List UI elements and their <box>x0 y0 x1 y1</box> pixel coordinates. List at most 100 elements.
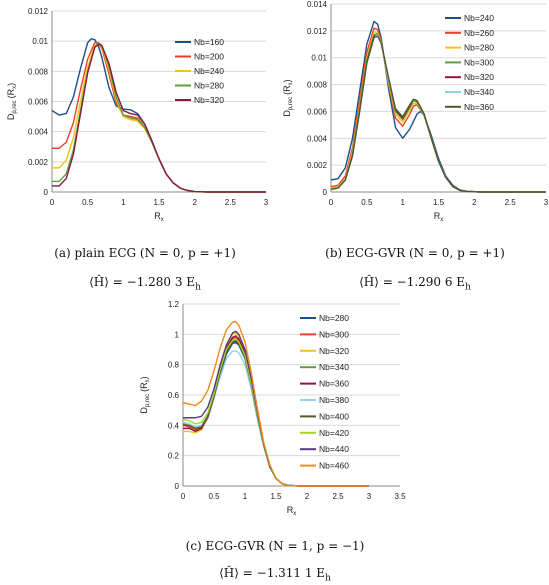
series-line-a-nb-200 <box>52 41 266 193</box>
legend-label-c: Nb=280 <box>319 313 349 323</box>
legend-label-c: Nb=320 <box>319 346 349 356</box>
x-tick-label-c: 1 <box>243 492 248 501</box>
legend-label-a: Nb=240 <box>194 66 224 76</box>
energy-c-text: ⟨Ĥ⟩ = −1.311 1 E <box>219 566 326 580</box>
x-tick-label-a: 0 <box>50 198 55 207</box>
caption-c: (c) ECG-GVR (N = 1, p = −1) <box>185 539 365 553</box>
legend-label-b: Nb=260 <box>464 28 494 38</box>
x-tick-label-b: 2.5 <box>505 198 517 207</box>
x-axis-label-c: Rx <box>287 505 297 517</box>
legend-label-c: Nb=440 <box>319 444 349 454</box>
x-tick-label-c: 2 <box>305 492 310 501</box>
y-tick-label-a: 0.012 <box>28 7 49 16</box>
series-line-b-nb-340 <box>330 34 546 193</box>
legend-label-c: Nb=340 <box>319 362 349 372</box>
energy-a-text: ⟨Ĥ⟩ = −1.280 3 E <box>89 275 196 289</box>
y-tick-label-a: 0.008 <box>28 67 49 76</box>
y-axis-label-b: Dp,rec(Rx) <box>282 79 294 116</box>
y-tick-label-a: 0.01 <box>32 37 48 46</box>
legend-label-a: Nb=280 <box>194 81 224 91</box>
y-tick-label-b: 0.008 <box>307 81 328 90</box>
legend-label-c: Nb=460 <box>319 461 349 471</box>
x-tick-label-b: 3 <box>544 198 549 207</box>
y-tick-label-b: 0.006 <box>307 107 328 116</box>
energy-a-sub: h <box>195 282 201 293</box>
legend-label-c: Nb=360 <box>319 379 349 389</box>
y-tick-label-a: 0.004 <box>28 128 49 137</box>
y-tick-label-b: 0.012 <box>307 27 328 36</box>
series-line-b-nb-240 <box>330 20 546 193</box>
x-tick-label-b: 0.5 <box>361 198 373 207</box>
y-tick-label-c: 0.4 <box>168 421 180 430</box>
legend-label-a: Nb=160 <box>194 37 224 47</box>
y-tick-label-c: 0.8 <box>168 361 180 370</box>
legend-label-c: Nb=420 <box>319 428 349 438</box>
x-axis-label-a: Rx <box>154 211 164 223</box>
y-tick-label-a: 0.002 <box>28 158 49 167</box>
series-line-b-nb-260 <box>330 27 546 193</box>
x-tick-label-a: 0.5 <box>82 198 94 207</box>
series-line-b-nb-280 <box>330 31 546 193</box>
y-tick-label-c: 1.2 <box>168 300 180 309</box>
legend-label-a: Nb=200 <box>194 52 224 62</box>
y-axis-label-a: Dp,rec(Rx) <box>6 83 18 120</box>
y-tick-label-b: 0.004 <box>307 134 328 143</box>
series-line-a-nb-240 <box>52 41 266 193</box>
x-tick-label-c: 0.5 <box>208 492 220 501</box>
x-tick-label-b: 2 <box>472 198 477 207</box>
x-tick-label-a: 1.5 <box>153 198 165 207</box>
y-tick-label-c: 0 <box>175 482 180 491</box>
y-tick-label-c: 1 <box>175 330 180 339</box>
legend-label-b: Nb=360 <box>464 102 494 112</box>
chart-a: 0 0.002 0.004 0.006 0.008 0.01 0.012 0 0.5 1 1.5 2 2… <box>6 7 269 223</box>
y-tick-label-a: 0 <box>44 188 49 197</box>
legend-label-a: Nb=320 <box>194 95 224 105</box>
x-tick-label-b: 1.5 <box>433 198 445 207</box>
x-tick-label-c: 0 <box>181 492 186 501</box>
legend-label-b: Nb=340 <box>464 87 494 97</box>
legend-label-c: Nb=400 <box>319 411 349 421</box>
x-tick-label-b: 0 <box>329 198 334 207</box>
x-tick-label-a: 2 <box>192 198 197 207</box>
series-line-c-nb-460 <box>182 320 369 487</box>
x-tick-label-a: 3 <box>264 198 269 207</box>
series-line-a-nb-280 <box>52 41 266 193</box>
y-tick-label-b: 0 <box>323 188 328 197</box>
y-axis-label-c: Dp,rec(Rx) <box>139 376 151 413</box>
y-tick-label-c: 0.6 <box>168 391 180 400</box>
x-tick-label-c: 1.5 <box>270 492 282 501</box>
caption-b: (b) ECG-GVR (N = 0, p = +1) <box>325 246 505 260</box>
legend-label-b: Nb=240 <box>464 13 494 23</box>
legend-label-b: Nb=320 <box>464 72 494 82</box>
energy-b-text: ⟨Ĥ⟩ = −1.290 6 E <box>359 275 466 289</box>
x-tick-label-c: 2.5 <box>332 492 344 501</box>
x-tick-label-a: 2.5 <box>225 198 237 207</box>
series-line-a-nb-160 <box>51 38 266 193</box>
x-tick-label-c: 3.5 <box>394 492 406 501</box>
legend-label-c: Nb=300 <box>319 329 349 339</box>
series-line-b-nb-360 <box>330 35 546 193</box>
y-tick-label-b: 0.01 <box>311 54 327 63</box>
energy-b-sub: h <box>465 282 471 293</box>
energy-c: ⟨Ĥ⟩ = −1.311 1 Eh <box>165 566 385 583</box>
caption-a: (a) plain ECG (N = 0, p = +1) <box>54 246 236 260</box>
legend-label-b: Nb=280 <box>464 43 494 53</box>
energy-c-sub: h <box>325 573 331 584</box>
y-tick-label-c: 0.2 <box>168 452 180 461</box>
chart-c: 0 0.2 0.4 0.6 0.8 1 1.2 0 0.5 1 1.5 2 2.5 3 3.5 Rx Dp,re… <box>139 300 406 517</box>
series-line-a-nb-320 <box>52 43 266 193</box>
chart-b: 0 0.002 0.004 0.006 0.008 0.01 0.012 0.014 0 0.5 1… <box>282 0 549 223</box>
y-tick-label-b: 0.014 <box>307 0 328 9</box>
y-tick-label-a: 0.006 <box>28 98 49 107</box>
x-tick-label-b: 1 <box>400 198 405 207</box>
x-tick-label-c: 3 <box>367 492 372 501</box>
energy-a: ⟨Ĥ⟩ = −1.280 3 Eh <box>35 275 255 292</box>
legend-label-c: Nb=380 <box>319 395 349 405</box>
series-line-b-nb-320 <box>330 34 546 193</box>
x-tick-label-a: 1 <box>121 198 126 207</box>
x-axis-label-b: Rx <box>434 211 444 223</box>
legend-label-b: Nb=300 <box>464 57 494 67</box>
y-tick-label-b: 0.002 <box>307 161 328 170</box>
energy-b: ⟨Ĥ⟩ = −1.290 6 Eh <box>305 275 525 292</box>
